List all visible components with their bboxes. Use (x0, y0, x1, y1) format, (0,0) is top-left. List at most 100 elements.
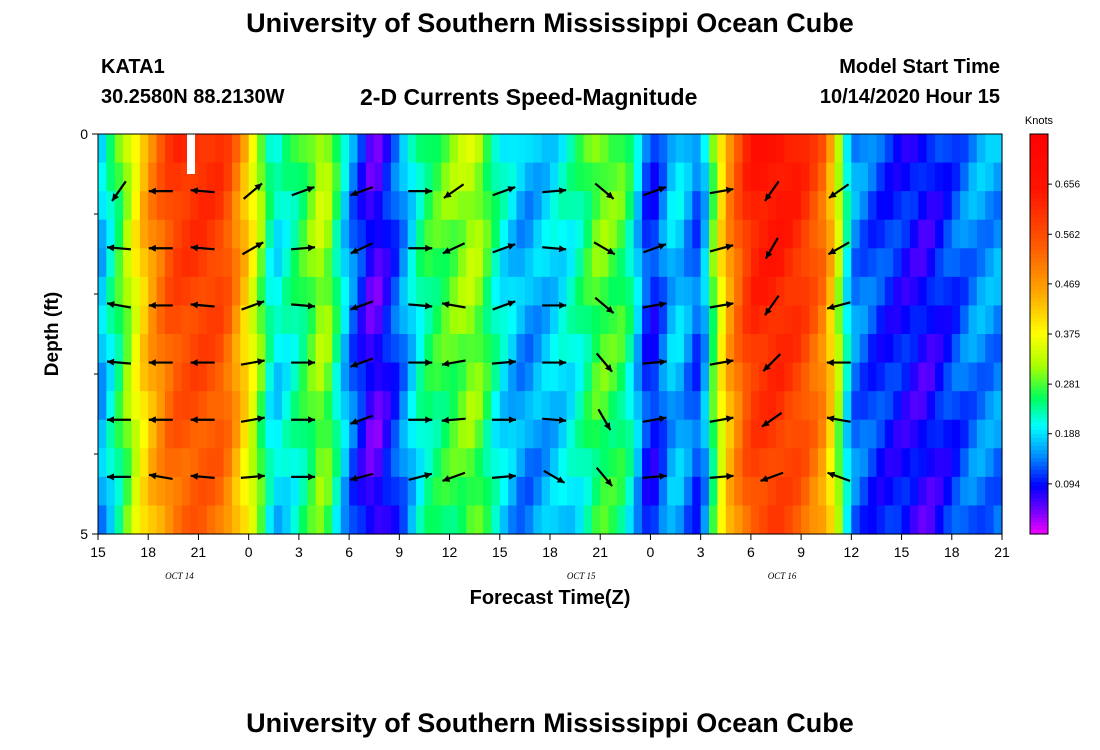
heatmap-cell (792, 162, 802, 192)
heatmap-cell (725, 391, 735, 421)
heatmap-cell (123, 248, 133, 278)
heatmap-cell (943, 505, 953, 535)
heatmap-cell (834, 276, 844, 307)
heatmap-cell (550, 419, 559, 449)
heatmap-cell (918, 219, 928, 249)
heatmap-cell (976, 162, 986, 192)
heatmap-cell (206, 448, 216, 478)
heatmap-cell (742, 419, 752, 449)
heatmap-cell (650, 334, 660, 364)
heatmap-cell (374, 362, 384, 392)
heatmap-cell (960, 419, 970, 449)
heatmap-cell (215, 334, 225, 364)
heatmap-cell (382, 476, 392, 507)
heatmap-cell (817, 219, 827, 249)
colorbar-swatch (1030, 510, 1048, 515)
arrow-head (725, 243, 734, 251)
current-arrow (350, 300, 374, 311)
heatmap-cell (650, 419, 660, 449)
current-arrow (642, 415, 667, 423)
heatmap-cell (859, 248, 869, 278)
heatmap-cell (248, 162, 258, 192)
current-arrow (408, 359, 433, 367)
heatmap-cell (198, 191, 208, 221)
heatmap-cell (340, 191, 350, 221)
current-arrow (642, 243, 667, 254)
heatmap-cell (801, 248, 811, 278)
heatmap-cell (324, 134, 333, 164)
heatmap-cell (374, 276, 384, 307)
heatmap-cell (223, 134, 233, 164)
heatmap-cell (332, 276, 342, 307)
heatmap-cell (432, 276, 442, 307)
heatmap-cell (432, 448, 442, 478)
x-tick-label: 15 (90, 544, 106, 560)
colorbar-swatch (1030, 474, 1048, 479)
heatmap-cell (449, 248, 459, 278)
heatmap-cell (240, 419, 250, 449)
heatmap-cell (683, 305, 693, 335)
heatmap-cell (374, 448, 384, 478)
heatmap-cell (273, 362, 283, 392)
heatmap-cell (993, 391, 1003, 421)
heatmap-cell (993, 162, 1003, 192)
heatmap-cell (298, 334, 308, 364)
current-arrow (148, 359, 173, 367)
colorbar-swatch (1030, 526, 1048, 531)
heatmap-cell (742, 505, 752, 535)
heatmap-cell (131, 505, 141, 535)
heatmap-cell (809, 448, 819, 478)
heatmap-cell (215, 276, 225, 307)
arrow-head (725, 358, 734, 366)
heatmap-cell (181, 162, 191, 192)
colorbar-swatch (1030, 246, 1048, 251)
heatmap-cell (457, 276, 467, 307)
arrow-head (306, 186, 315, 193)
heatmap-cell (332, 134, 342, 164)
current-arrow (190, 359, 215, 367)
heatmap-cell (675, 334, 685, 364)
heatmap-cell (876, 419, 886, 449)
heatmap-cell (466, 448, 476, 478)
heatmap-cell (750, 391, 760, 421)
heatmap-cell (658, 162, 668, 192)
heatmap-cell (742, 362, 752, 392)
heatmap-cell (257, 505, 267, 535)
heatmap-cell (826, 362, 836, 392)
heatmap-cell (591, 219, 601, 249)
heatmap-cell (390, 191, 400, 221)
heatmap-cell (416, 505, 426, 535)
heatmap-cell (575, 191, 585, 221)
heatmap-cell (164, 419, 174, 449)
heatmap-cell (809, 505, 819, 535)
heatmap-cell (491, 162, 501, 192)
colorbar-swatch (1030, 326, 1048, 331)
heatmap-cell (114, 162, 124, 192)
heatmap-cell (918, 476, 928, 507)
x-tick-label: 9 (797, 544, 805, 560)
heatmap-cell (315, 162, 325, 192)
heatmap-cell (667, 419, 677, 449)
heatmap-cell (106, 448, 116, 478)
heatmap-cell (717, 448, 727, 478)
heatmap-cell (935, 419, 945, 449)
heatmap-cell (190, 362, 200, 392)
colorbar-swatch (1030, 450, 1048, 455)
heatmap-cell (491, 419, 501, 449)
heatmap-cell (156, 505, 166, 535)
heatmap-cell (273, 448, 283, 478)
heatmap-cell (282, 391, 292, 421)
heatmap-cell (248, 505, 258, 535)
heatmap-cell (868, 162, 878, 192)
heatmap-cell (265, 162, 275, 192)
heatmap-cell (658, 248, 668, 278)
heatmap-cell (349, 134, 359, 164)
heatmap-cell (407, 219, 417, 249)
heatmap-cell (550, 191, 559, 221)
heatmap-cell (466, 219, 476, 249)
heatmap-cell (282, 476, 292, 507)
heatmap-cell (993, 276, 1003, 307)
heatmap-cell (416, 419, 426, 449)
heatmap-cell (750, 419, 760, 449)
heatmap-cell (725, 134, 735, 164)
